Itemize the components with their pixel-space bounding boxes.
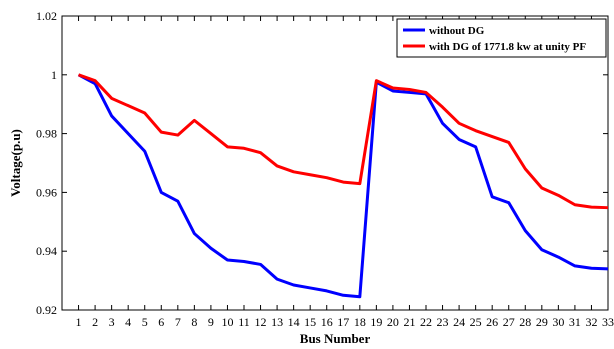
y-tick-label: 0.92 xyxy=(36,303,57,317)
x-axis-ticks: 1 2 3 4 5 6 7 8 9 10 11 12 13 14 15 16 17 18 19 20 21 22 23 24 2… xyxy=(76,16,614,329)
x-tick-label: 24 xyxy=(453,315,465,329)
x-tick-label: 17 xyxy=(337,315,349,329)
x-tick-label: 26 xyxy=(486,315,498,329)
x-tick-label: 22 xyxy=(420,315,432,329)
x-tick-label: 27 xyxy=(503,315,515,329)
x-tick-label: 29 xyxy=(536,315,548,329)
x-tick-label: 16 xyxy=(321,315,333,329)
x-tick-label: 2 xyxy=(92,315,98,329)
x-tick-label: 30 xyxy=(552,315,564,329)
x-tick-label: 21 xyxy=(403,315,415,329)
x-tick-label: 13 xyxy=(271,315,283,329)
x-tick-label: 5 xyxy=(142,315,148,329)
x-tick-label: 10 xyxy=(221,315,233,329)
y-axis-label: Voltage(p.u) xyxy=(8,129,23,197)
x-tick-label: 28 xyxy=(519,315,531,329)
series-line-1 xyxy=(77,73,609,299)
x-tick-label: 11 xyxy=(238,315,250,329)
y-axis-ticks: 0.92 0.94 0.96 0.98 1 1.02 xyxy=(36,9,608,317)
x-tick-label: 9 xyxy=(208,315,214,329)
x-tick-label: 19 xyxy=(370,315,382,329)
y-tick-label: 1.02 xyxy=(36,9,57,23)
legend-label: without DG xyxy=(429,25,485,37)
x-tick-label: 25 xyxy=(470,315,482,329)
plot-frame xyxy=(61,15,609,311)
x-tick-label: 33 xyxy=(602,315,614,329)
x-tick-label: 7 xyxy=(175,315,181,329)
x-tick-label: 14 xyxy=(288,315,300,329)
y-tick-label: 0.96 xyxy=(36,185,57,199)
x-tick-label: 8 xyxy=(191,315,197,329)
legend-box xyxy=(396,18,607,58)
y-tick-label: 0.98 xyxy=(36,127,57,141)
x-tick-label: 18 xyxy=(354,315,366,329)
series-layer xyxy=(77,73,609,299)
series-line-2 xyxy=(78,73,609,210)
y-tick-label: 0.94 xyxy=(36,244,57,258)
y-tick-label: 1 xyxy=(51,68,57,82)
x-tick-label: 15 xyxy=(304,315,316,329)
legend-label: with DG of 1771.8 kw at unity PF xyxy=(429,41,586,53)
legend: without DG with DG of 1771.8 kw at unity … xyxy=(396,18,607,58)
x-tick-label: 6 xyxy=(158,315,164,329)
x-tick-label: 23 xyxy=(437,315,449,329)
x-tick-label: 32 xyxy=(585,315,597,329)
x-tick-label: 12 xyxy=(255,315,267,329)
x-tick-label: 1 xyxy=(76,315,82,329)
x-tick-label: 31 xyxy=(569,315,581,329)
x-tick-label: 3 xyxy=(109,315,115,329)
plot-area-border xyxy=(61,15,609,311)
x-tick-label: 4 xyxy=(125,315,131,329)
x-tick-label: 20 xyxy=(387,315,399,329)
x-axis-label: Bus Number xyxy=(300,331,371,346)
